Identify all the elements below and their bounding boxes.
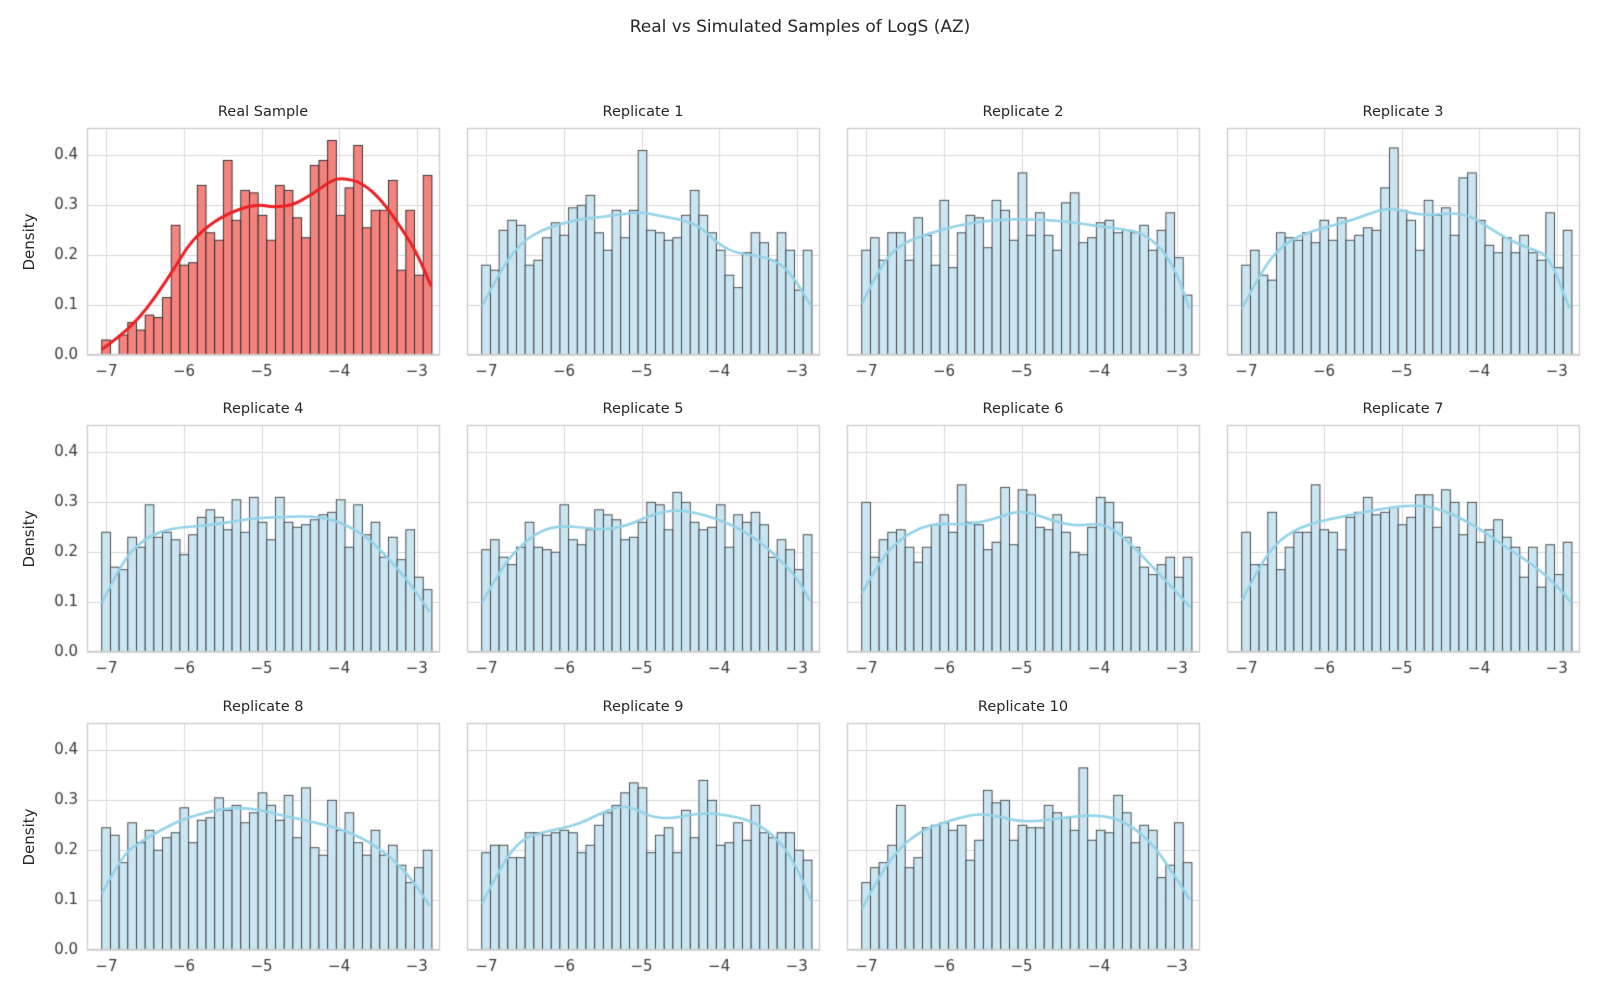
subplot-title-real-sample: Real Sample <box>217 104 309 120</box>
subplot-title-replicate-9: Replicate 9 <box>602 699 684 715</box>
y-axis-label-row-1: Density <box>20 213 38 271</box>
subplot-title-replicate-8: Replicate 8 <box>222 699 304 715</box>
y-axis-label-row-3: Density <box>20 808 38 866</box>
subplot-title-replicate-2: Replicate 2 <box>982 104 1064 120</box>
subplot-title-replicate-7: Replicate 7 <box>1362 401 1444 417</box>
subplot-title-replicate-1: Replicate 1 <box>602 104 684 120</box>
figure-title: Real vs Simulated Samples of LogS (AZ) <box>629 17 971 37</box>
subplot-title-replicate-5: Replicate 5 <box>602 401 684 417</box>
subplot-title-replicate-3: Replicate 3 <box>1362 104 1444 120</box>
y-axis-label-row-2: Density <box>20 510 38 568</box>
subplot-title-replicate-10: Replicate 10 <box>977 699 1069 715</box>
subplot-title-replicate-6: Replicate 6 <box>982 401 1064 417</box>
subplot-title-replicate-4: Replicate 4 <box>222 401 304 417</box>
